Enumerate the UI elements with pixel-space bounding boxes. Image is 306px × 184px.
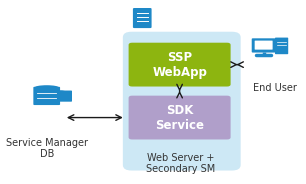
Text: SDK
Service: SDK Service: [155, 104, 204, 132]
FancyBboxPatch shape: [252, 38, 276, 53]
FancyBboxPatch shape: [48, 91, 72, 102]
FancyBboxPatch shape: [33, 87, 60, 105]
FancyBboxPatch shape: [123, 32, 241, 171]
Text: End User: End User: [253, 83, 297, 93]
FancyBboxPatch shape: [133, 8, 151, 28]
FancyBboxPatch shape: [255, 41, 273, 50]
FancyBboxPatch shape: [129, 43, 231, 86]
Ellipse shape: [35, 85, 59, 90]
Ellipse shape: [49, 90, 71, 101]
FancyBboxPatch shape: [129, 96, 231, 139]
Text: Web Server +
Secondary SM: Web Server + Secondary SM: [146, 153, 215, 174]
Text: Service Manager
DB: Service Manager DB: [6, 138, 88, 159]
Text: SSP
WebApp: SSP WebApp: [152, 51, 207, 79]
FancyBboxPatch shape: [275, 38, 288, 54]
